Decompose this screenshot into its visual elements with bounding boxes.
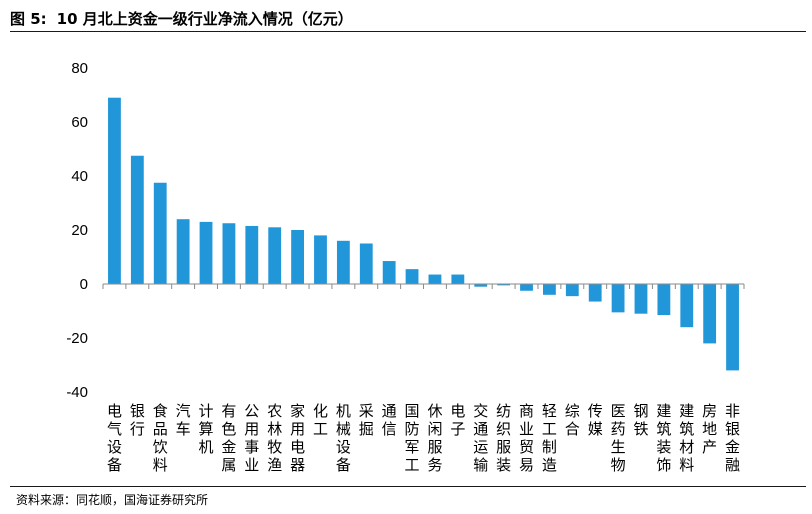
category-label: 通信 bbox=[382, 402, 397, 438]
bar bbox=[611, 284, 625, 313]
bar bbox=[588, 284, 602, 302]
bar bbox=[405, 269, 419, 284]
category-label: 休闲服务 bbox=[427, 402, 442, 474]
category-label: 医药生物 bbox=[611, 402, 626, 474]
y-tick-label: 0 bbox=[80, 276, 88, 293]
bar bbox=[520, 284, 533, 291]
bar-series bbox=[108, 97, 739, 371]
bar bbox=[176, 219, 190, 284]
y-axis: -40 -20 0 20 40 60 80 bbox=[66, 60, 88, 401]
category-label: 采掘 bbox=[359, 402, 374, 438]
y-tick-label: -20 bbox=[66, 330, 88, 347]
category-label: 公用事业 bbox=[244, 402, 259, 474]
category-label: 家用电器 bbox=[290, 402, 305, 474]
bar bbox=[291, 230, 304, 284]
source-divider bbox=[10, 486, 806, 487]
bar bbox=[543, 284, 556, 295]
y-tick-label: 60 bbox=[71, 114, 88, 131]
category-label: 非银金融 bbox=[725, 402, 740, 474]
category-label: 房地产 bbox=[702, 402, 717, 456]
category-label: 传媒 bbox=[588, 402, 603, 438]
bar bbox=[634, 284, 648, 314]
category-label: 综合 bbox=[565, 402, 580, 438]
bar bbox=[222, 223, 236, 284]
figure-title: 10 月北上资金一级行业净流入情况（亿元） bbox=[56, 9, 353, 28]
title-divider bbox=[10, 31, 806, 32]
figure-label: 图 5: bbox=[10, 9, 47, 28]
source-note: 资料来源：同花顺，国海证券研究所 bbox=[16, 493, 209, 507]
bar bbox=[382, 261, 396, 284]
category-labels: 电气设备银行食品饮料汽车计算机有色金属公用事业农林牧渔家用电器化工机械设备采掘通… bbox=[107, 402, 740, 474]
bar bbox=[359, 243, 373, 284]
bar bbox=[153, 182, 167, 284]
bar bbox=[657, 284, 671, 316]
bar bbox=[314, 235, 327, 284]
bar-chart: -40 -20 0 20 40 60 80 电气设备银行食品饮料汽车计算机有色金属公用事业农… bbox=[66, 60, 745, 474]
bar bbox=[497, 284, 511, 286]
category-label: 电气设备 bbox=[107, 402, 122, 474]
x-axis bbox=[102, 283, 745, 289]
bar bbox=[703, 284, 717, 344]
bar bbox=[428, 274, 442, 284]
bar bbox=[336, 240, 350, 284]
bar bbox=[108, 97, 121, 284]
category-label: 机械设备 bbox=[336, 402, 351, 474]
category-label: 食品饮料 bbox=[153, 402, 168, 474]
category-label: 农林牧渔 bbox=[267, 402, 282, 474]
y-tick-label: 40 bbox=[71, 168, 88, 185]
bar bbox=[565, 284, 579, 297]
category-label: 化工 bbox=[313, 402, 328, 438]
bar bbox=[680, 284, 694, 328]
category-label: 商业贸易 bbox=[519, 402, 534, 474]
y-tick-label: -40 bbox=[66, 384, 88, 401]
category-label: 交通运输 bbox=[473, 402, 488, 474]
category-label: 建筑材料 bbox=[679, 402, 694, 474]
category-label: 汽车 bbox=[176, 402, 191, 438]
category-label: 纺织服装 bbox=[496, 402, 511, 474]
bar bbox=[268, 227, 282, 284]
bar bbox=[451, 274, 465, 284]
category-label: 电子 bbox=[450, 402, 465, 438]
figure-title-row: 图 5: 10 月北上资金一级行业净流入情况（亿元） bbox=[10, 6, 353, 30]
bar bbox=[474, 284, 488, 287]
category-label: 轻工制造 bbox=[542, 402, 557, 474]
category-label: 建筑装饰 bbox=[656, 402, 671, 474]
bar bbox=[130, 155, 144, 284]
bar bbox=[199, 221, 213, 284]
y-tick-label: 80 bbox=[71, 60, 88, 77]
category-label: 银行 bbox=[130, 402, 145, 438]
category-label: 国防军工 bbox=[405, 402, 420, 474]
bar bbox=[245, 225, 259, 284]
y-tick-label: 20 bbox=[71, 222, 88, 239]
category-label: 钢铁 bbox=[633, 402, 648, 438]
bar bbox=[726, 284, 739, 371]
category-label: 计算机 bbox=[199, 402, 214, 456]
category-label: 有色金属 bbox=[221, 402, 236, 474]
